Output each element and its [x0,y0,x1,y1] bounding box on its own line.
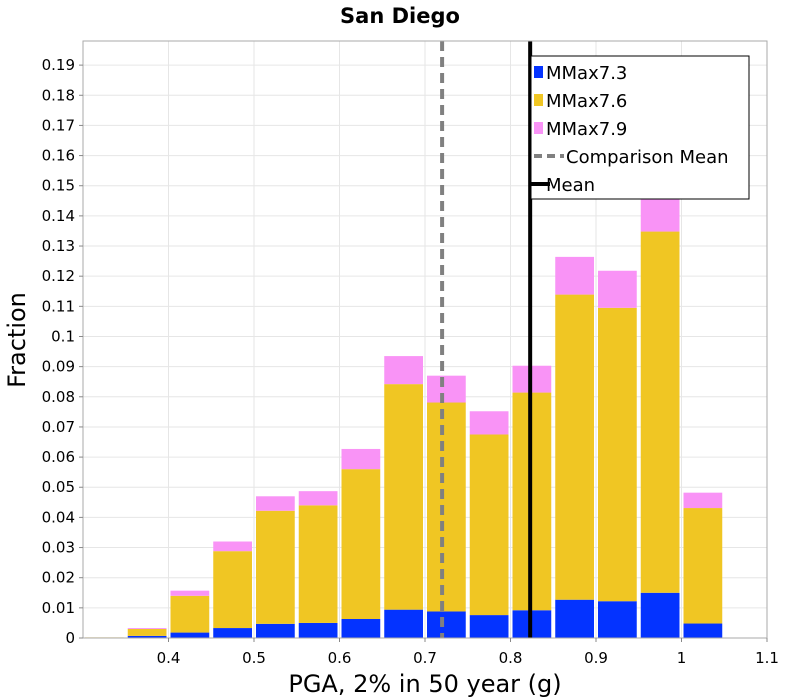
x-tick-label: 0.7 [413,649,437,667]
legend-label-comparison-mean: Comparison Mean [566,147,729,168]
y-tick-label: 0.09 [42,358,75,376]
y-tick-label: 0.13 [42,237,75,255]
legend: MMax7.3 MMax7.6 MMax7.9 Comparison Mean Mean [530,55,750,200]
y-tick-label: 0.02 [42,569,75,587]
bar-mmax7-9 [256,496,295,511]
bar-mmax7-6 [341,469,381,620]
bar-mmax7-3 [555,599,594,638]
y-tick-label: 0.04 [42,508,75,526]
y-tick-label: 0.06 [42,448,75,466]
y-tick-label: 0.18 [42,86,75,104]
bar-mmax7-3 [341,619,381,638]
y-tick-label: 0.12 [42,267,75,285]
bar-mmax7-3 [170,632,210,638]
bar-mmax7-9 [170,590,210,596]
legend-label-mean: Mean [546,175,595,196]
y-tick-label: 0.03 [42,539,75,557]
bar-mmax7-6 [469,434,509,616]
y-tick-label: 0.07 [42,418,75,436]
bar-mmax7-3 [640,592,680,638]
bar-mmax7-3 [298,622,338,638]
legend-label-mmax7-3: MMax7.3 [546,63,627,84]
x-tick-label: 0.8 [499,649,523,667]
y-axis-title: Fraction [3,292,31,388]
bar-mmax7-3 [427,611,466,638]
bar-mmax7-3 [127,635,167,638]
y-tick-label: 0.01 [42,599,75,617]
x-tick-label: 0.5 [242,649,266,667]
bar-mmax7-3 [598,601,637,638]
bar-mmax7-6 [683,508,723,624]
bar-mmax7-3 [256,623,295,638]
bar-mmax7-6 [555,294,594,600]
y-tick-label: 0.15 [42,177,75,195]
bar-mmax7-9 [127,628,167,629]
bar-mmax7-9 [427,375,466,403]
bar-mmax7-3 [469,615,509,638]
bar-mmax7-9 [469,411,509,435]
y-tick-label: 0.08 [42,388,75,406]
y-axis: 0 0.01 0.02 0.03 0.04 0.05 0.06 0.07 0.08 0.09 0.1… [42,56,83,647]
y-tick-label: 0.1 [51,327,75,345]
bar-mmax7-6 [598,307,637,602]
bar-mmax7-6 [427,402,466,612]
y-tick-label: 0.11 [42,297,75,315]
bar-mmax7-9 [683,492,723,509]
y-tick-label: 0.17 [42,116,75,134]
legend-swatch-mmax7-3 [534,66,543,78]
x-tick-label: 0.4 [157,649,181,667]
reference-lines [440,41,533,638]
x-tick-label: 1 [677,649,687,667]
bar-mmax7-6 [384,384,423,610]
y-tick-label: 0.14 [42,207,75,225]
bar-mmax7-6 [170,595,210,633]
y-tick-label: 0.05 [42,478,75,496]
legend-label-mmax7-9: MMax7.9 [546,119,627,140]
y-tick-label: 0.19 [42,56,75,74]
y-tick-label: 0.16 [42,147,75,165]
bar-mmax7-6 [213,551,252,629]
bars [85,185,723,638]
legend-swatch-mmax7-6 [534,94,543,106]
x-axis-title: PGA, 2% in 50 year (g) [288,670,561,698]
bar-mmax7-6 [127,628,167,636]
legend-box [530,55,750,200]
x-tick-label: 1.1 [755,649,779,667]
bar-mmax7-9 [598,270,637,308]
bar-mmax7-9 [555,256,594,295]
bar-mmax7-6 [298,505,338,623]
bar-mmax7-3 [683,623,723,638]
x-tick-label: 0.6 [328,649,352,667]
legend-label-mmax7-6: MMax7.6 [546,91,627,112]
y-tick-label: 0 [65,629,75,647]
bar-mmax7-9 [213,541,252,552]
bar-mmax7-6 [640,231,680,593]
chart-title: San Diego [340,4,460,28]
bar-mmax7-6 [256,510,295,624]
legend-swatch-mmax7-9 [534,122,543,134]
bar-mmax7-9 [341,448,381,470]
x-tick-label: 0.9 [584,649,608,667]
bar-mmax7-3 [384,609,423,638]
bar-mmax7-3 [213,628,252,638]
bar-mmax7-9 [384,356,423,385]
bar-mmax7-9 [298,491,338,506]
x-axis: 0.4 0.5 0.6 0.7 0.8 0.9 1 1.1 [157,638,779,667]
